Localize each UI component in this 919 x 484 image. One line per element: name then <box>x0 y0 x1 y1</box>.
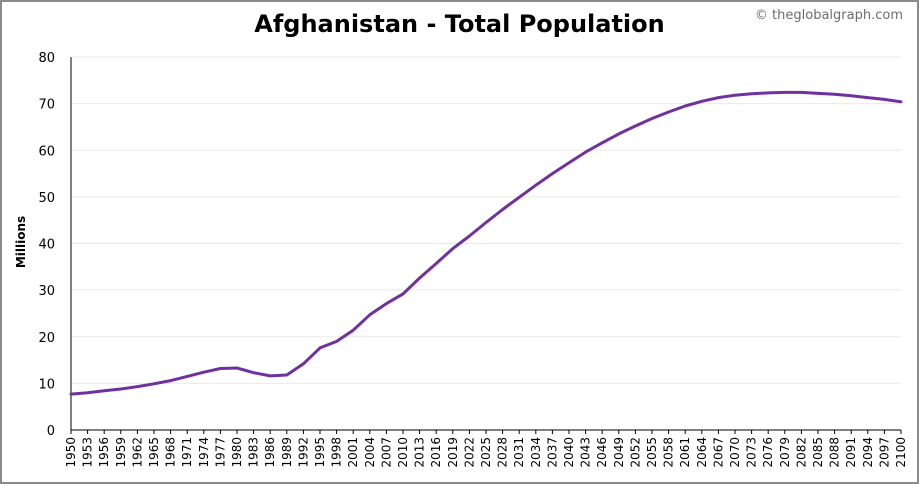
y-tick-label: 60 <box>38 144 55 159</box>
x-tick-label: 2058 <box>662 437 676 468</box>
x-tick-label: 2049 <box>612 437 626 468</box>
gridlines <box>71 56 901 384</box>
x-tick-label: 2091 <box>844 437 858 468</box>
x-tick-label: 2034 <box>529 437 543 468</box>
x-tick-label: 1995 <box>313 437 327 468</box>
x-tick-label: 2010 <box>396 437 410 468</box>
x-tick-label: 2100 <box>894 437 908 468</box>
x-tick-label: 2082 <box>794 437 808 468</box>
x-tick-label: 2076 <box>761 437 775 468</box>
x-tick-label: 2040 <box>562 437 576 468</box>
population-series-line <box>69 90 903 396</box>
credit-text: © theglobalgraph.com <box>754 8 903 23</box>
x-tick-label: 1956 <box>97 437 111 468</box>
x-tick-label: 1998 <box>330 437 344 468</box>
x-tick-label: 2037 <box>545 437 559 468</box>
x-tick-label: 1968 <box>164 437 178 468</box>
series-layer <box>69 90 903 396</box>
y-tick-label: 50 <box>38 191 55 206</box>
x-tick-label: 2055 <box>645 437 659 468</box>
x-tick-label: 2004 <box>363 437 377 468</box>
x-tick-label: 2016 <box>429 437 443 468</box>
x-tick-label: 2094 <box>861 437 875 468</box>
x-tick-label: 1959 <box>114 437 128 468</box>
x-tick-label: 1953 <box>81 437 95 468</box>
y-tick-label: 80 <box>38 51 55 66</box>
x-tick-label: 2046 <box>595 437 609 468</box>
x-tick-label: 2052 <box>628 437 642 468</box>
x-tick-label: 2025 <box>479 437 493 468</box>
x-tick-label: 2088 <box>828 437 842 468</box>
x-tick-label: 2013 <box>413 437 427 468</box>
x-tick-label: 1971 <box>180 437 194 468</box>
y-tick-label: 20 <box>38 331 55 346</box>
x-tick-label: 2007 <box>379 437 393 468</box>
x-tick-label: 1965 <box>147 437 161 468</box>
axes <box>70 57 902 434</box>
x-tick-label: 2031 <box>512 437 526 468</box>
x-tick-label: 2067 <box>711 437 725 468</box>
x-tick-label: 2079 <box>778 437 792 468</box>
y-tick-label: 10 <box>38 377 55 392</box>
x-tick-label: 2061 <box>678 437 692 468</box>
x-tick-label: 1977 <box>213 437 227 468</box>
x-tick-label: 2001 <box>346 437 360 468</box>
y-tick-label: 70 <box>38 98 55 113</box>
x-tick-label: 1989 <box>280 437 294 468</box>
x-tick-label: 1983 <box>247 437 261 468</box>
chart-title: Afghanistan - Total Population <box>254 10 665 38</box>
x-tick-label: 2019 <box>446 437 460 468</box>
x-tick-label: 1986 <box>263 437 277 468</box>
x-tick-label: 2064 <box>695 437 709 468</box>
y-tick-labels: 0 10 20 30 40 50 60 70 80 <box>38 51 55 439</box>
x-tick-label: 1980 <box>230 437 244 468</box>
x-tick-label: 2043 <box>579 437 593 468</box>
x-tick-label: 2070 <box>728 437 742 468</box>
x-tick-label: 2085 <box>811 437 825 468</box>
x-tick-label: 2073 <box>745 437 759 468</box>
y-tick-label: 40 <box>38 238 55 253</box>
y-tick-label: 0 <box>47 424 55 439</box>
x-tick-label: 1992 <box>296 437 310 468</box>
x-tick-label: 1962 <box>130 437 144 468</box>
x-tick-label: 2097 <box>877 437 891 468</box>
x-tick-label: 1950 <box>64 437 78 468</box>
x-tick-label: 2028 <box>496 437 510 468</box>
x-tick-label: 2022 <box>462 437 476 468</box>
y-tick-label: 30 <box>38 284 55 299</box>
x-tick-labels: 1950 1953 1956 1959 1962 1965 1968 1971 1974 1977… <box>64 437 908 468</box>
x-tick-label: 1974 <box>197 437 211 468</box>
